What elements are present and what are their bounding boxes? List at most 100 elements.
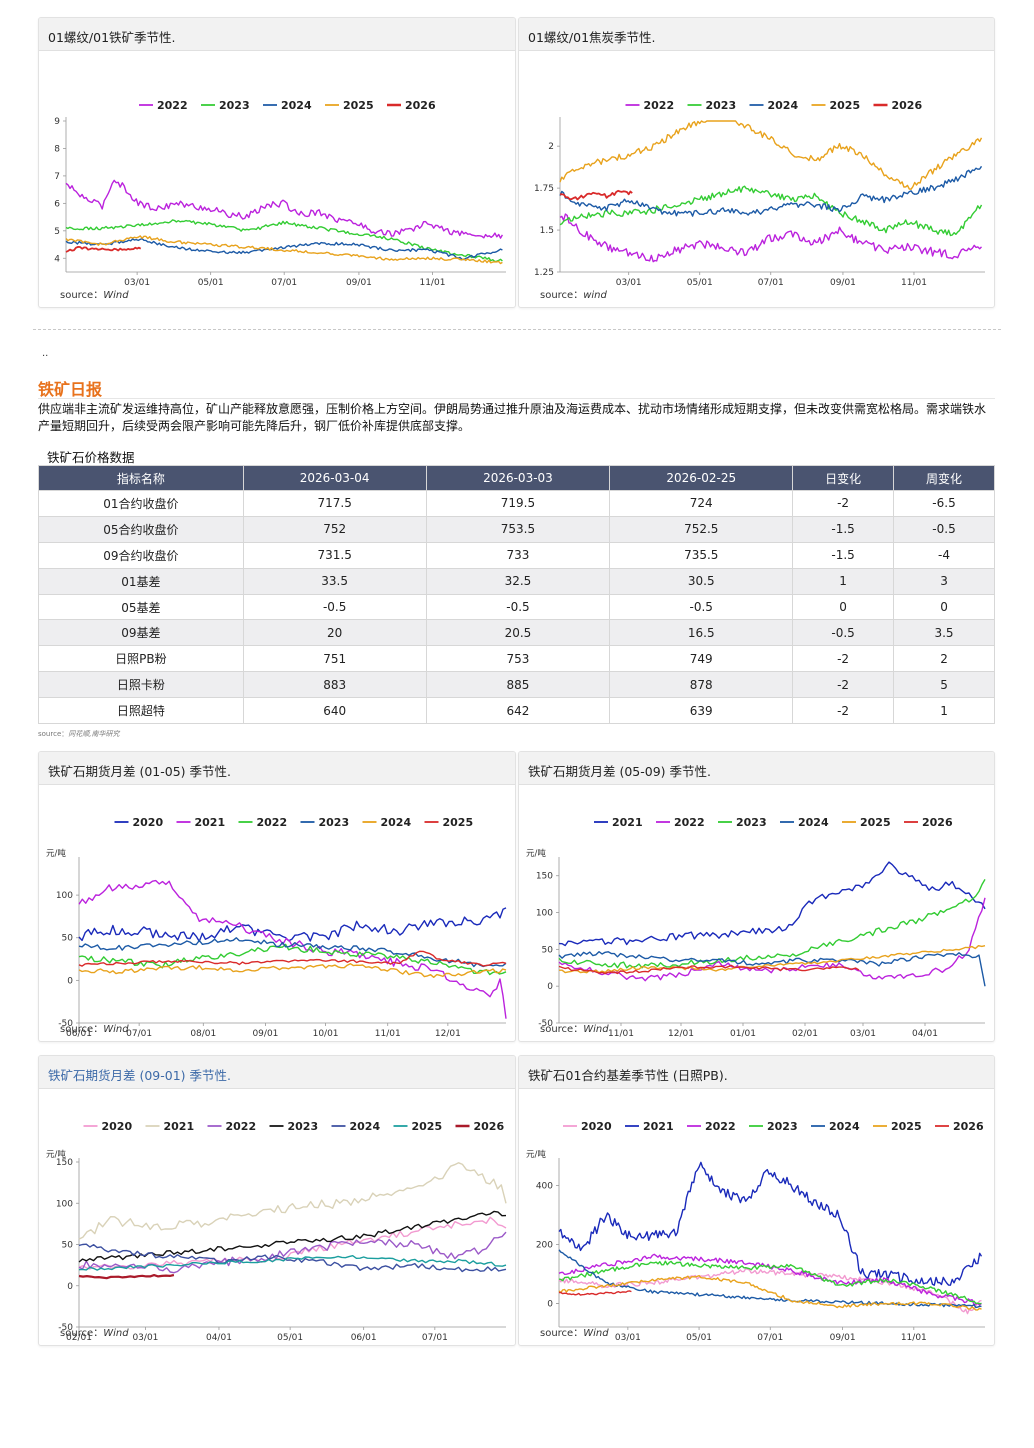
legend-label: 2024 xyxy=(768,99,799,112)
y-tick-label: 2 xyxy=(548,142,554,152)
header-cell: 日变化 xyxy=(792,465,895,491)
series-line-2021 xyxy=(78,879,507,1019)
legend-label: 2025 xyxy=(412,1120,443,1133)
header-cell: 2026-02-25 xyxy=(609,465,794,491)
series-line-2022 xyxy=(78,943,507,976)
legend-label: 2026 xyxy=(953,1120,984,1133)
y-tick-label: 4 xyxy=(54,254,60,264)
series-line-2023 xyxy=(558,1260,982,1305)
series-line-2024 xyxy=(558,950,986,987)
cell: -0.5 xyxy=(609,593,794,621)
header-cell: 2026-03-03 xyxy=(425,465,611,491)
series-line-2026 xyxy=(65,245,142,253)
cell: 20 xyxy=(242,619,427,647)
chart-title: 01螺纹/01焦炭季节性. xyxy=(519,18,994,51)
x-tick-label: 10/01 xyxy=(313,1029,339,1039)
cell: 752.5 xyxy=(609,515,794,543)
cell: 日照PB粉 xyxy=(38,645,244,673)
y-tick-label: 9 xyxy=(54,117,60,127)
legend-label: 2025 xyxy=(343,99,374,112)
cell: 3.5 xyxy=(893,619,995,647)
cell: 1 xyxy=(792,567,895,595)
chart-card-spread-09-01: 铁矿石期货月差 (09-01) 季节性. -50 0 50 100 150 元/吨 02/0… xyxy=(38,1055,516,1346)
y-tick-label: 50 xyxy=(542,945,554,955)
chart-source: source：Wind xyxy=(540,1024,609,1035)
x-tick-label: 09/01 xyxy=(830,1333,856,1343)
series-line-2023 xyxy=(78,937,507,968)
cell: 05基差 xyxy=(38,593,244,621)
legend-label: 2023 xyxy=(736,816,767,829)
section-underline xyxy=(38,398,995,399)
chart-title: 铁矿石期货月差 (05-09) 季节性. xyxy=(519,752,994,785)
legend-label: 2021 xyxy=(195,816,226,829)
series-line-2022 xyxy=(558,897,986,982)
y-axis-label: 元/吨 xyxy=(526,848,546,859)
header-cell: 2026-03-04 xyxy=(242,465,427,491)
cell: 733 xyxy=(425,541,611,569)
cell: 639 xyxy=(609,697,794,725)
legend-label: 2022 xyxy=(157,99,188,112)
cell: 751 xyxy=(242,645,427,673)
cell: -0.5 xyxy=(425,593,611,621)
x-tick-label: 05/01 xyxy=(686,1333,712,1343)
series-line-2022 xyxy=(559,213,983,263)
y-tick-label: 6 xyxy=(54,199,60,209)
table-header-row: 指标名称 2026-03-04 2026-03-03 2026-02-25 日变… xyxy=(38,465,995,491)
series-line-2024 xyxy=(558,1249,982,1309)
legend-label: 2024 xyxy=(350,1120,381,1133)
table-row: 01基差 33.5 32.5 30.5 1 3 xyxy=(38,567,995,595)
x-tick-label: 01/01 xyxy=(730,1029,756,1039)
y-tick-label: 200 xyxy=(536,1241,553,1251)
legend-label: 2023 xyxy=(706,99,737,112)
x-tick-label: 11/01 xyxy=(608,1029,634,1039)
x-tick-label: 03/01 xyxy=(132,1333,158,1343)
series-line-2023 xyxy=(559,185,983,237)
table-source: source：同花顺,南华研究 xyxy=(38,730,120,738)
legend-label: 2021 xyxy=(612,816,643,829)
x-tick-label: 11/01 xyxy=(375,1029,401,1039)
legend-label: 2021 xyxy=(643,1120,674,1133)
y-tick-label: 100 xyxy=(56,1199,73,1209)
series-line-2021 xyxy=(78,1162,507,1240)
cell: 09合约收盘价 xyxy=(38,541,244,569)
x-tick-label: 08/01 xyxy=(190,1029,216,1039)
y-tick-label: 100 xyxy=(536,909,553,919)
x-tick-label: 05/01 xyxy=(198,278,224,288)
cell: -4 xyxy=(893,541,995,569)
cell: 719.5 xyxy=(425,490,611,517)
x-tick-label: 07/01 xyxy=(757,1333,783,1343)
table-row: 01合约收盘价 717.5 719.5 724 -2 -6.5 xyxy=(38,490,995,517)
legend-label: 2026 xyxy=(892,99,923,112)
series-line-2025 xyxy=(559,120,983,190)
table-row: 日照PB粉 751 753 749 -2 2 xyxy=(38,645,995,673)
cell: 5 xyxy=(893,671,995,699)
cell: 日照超特 xyxy=(38,697,244,725)
cell: 2 xyxy=(893,645,995,673)
legend-label: 2025 xyxy=(830,99,861,112)
legend-label: 2024 xyxy=(281,99,312,112)
table-row: 09合约收盘价 731.5 733 735.5 -1.5 -4 xyxy=(38,541,995,569)
series-line-2024 xyxy=(65,237,503,261)
series-line-2020 xyxy=(78,1216,507,1270)
series-line-2024 xyxy=(559,165,983,217)
series-line-2025 xyxy=(558,1274,982,1311)
y-tick-label: 150 xyxy=(536,872,553,882)
y-tick-label: 1.5 xyxy=(540,226,554,236)
legend-label: 2023 xyxy=(219,99,250,112)
table-row: 09基差 20 20.5 16.5 -0.5 3.5 xyxy=(38,619,995,647)
cell: 20.5 xyxy=(425,619,611,647)
cell: 642 xyxy=(425,697,611,725)
legend-label: 2022 xyxy=(644,99,675,112)
x-tick-label: 03/01 xyxy=(615,1333,641,1343)
chart-c2: 1.25 1.5 1.75 2 03/01 05/01 07/01 09/01 11/01 202… xyxy=(534,99,985,288)
y-tick-label: 5 xyxy=(54,227,60,237)
cell: 752 xyxy=(242,515,427,543)
header-cell: 周变化 xyxy=(893,465,995,491)
legend-label: 2025 xyxy=(860,816,891,829)
x-tick-label: 12/01 xyxy=(668,1029,694,1039)
x-tick-label: 03/01 xyxy=(616,278,642,288)
y-tick-label: 0 xyxy=(547,982,553,992)
section-divider xyxy=(33,329,1001,330)
x-tick-label: 09/01 xyxy=(346,278,372,288)
